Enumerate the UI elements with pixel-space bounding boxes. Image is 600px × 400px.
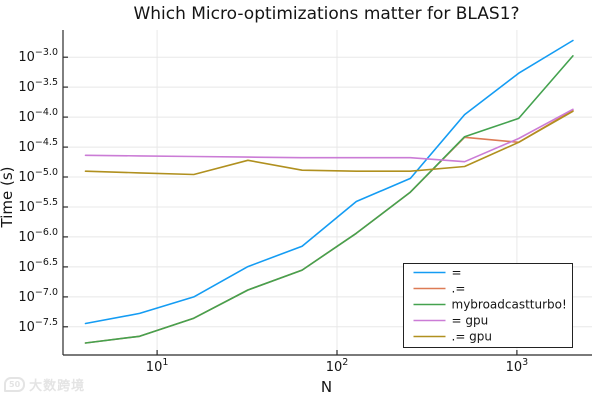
y-tick-label: 10−3.0 [18, 47, 58, 65]
y-tick-label: 10−7.5 [18, 317, 58, 335]
legend: = .= mybroadcastturbo! = gpu .= gpu [403, 263, 573, 348]
series-line [84, 39, 574, 325]
legend-label: .= gpu [452, 330, 493, 344]
x-axis-label: N [320, 378, 333, 396]
y-tick-label: 10−5.5 [18, 197, 58, 215]
legend-label: = [452, 266, 462, 280]
series-line [84, 55, 574, 344]
watermark: 50 大数跨境 [4, 375, 85, 394]
legend-label: mybroadcastturbo! [452, 298, 567, 312]
series-line [84, 110, 574, 176]
chart-title: Which Micro-optimizations matter for BLA… [133, 4, 520, 24]
y-axis-label: Time (s) [0, 166, 16, 228]
y-tick-label: 10−4.0 [18, 107, 58, 125]
y-tick-label: 10−6.5 [18, 257, 58, 275]
x-tick-label: 103 [506, 357, 529, 375]
y-tick-label: 10−4.5 [18, 137, 58, 155]
x-tick-label: 102 [326, 357, 349, 375]
y-tick-label: 10−3.5 [18, 77, 58, 95]
watermark-text: 大数跨境 [29, 379, 86, 394]
legend-label: = gpu [452, 314, 489, 328]
x-tick-label: 101 [146, 357, 169, 375]
legend-box [403, 263, 573, 348]
y-tick-label: 10−5.0 [18, 167, 58, 185]
y-tick-label: 10−7.0 [18, 287, 58, 305]
y-tick-label: 10−6.0 [18, 227, 58, 245]
watermark-logo-icon: 50 [4, 377, 26, 392]
series-line [84, 108, 574, 163]
legend-label: .= [452, 282, 466, 296]
